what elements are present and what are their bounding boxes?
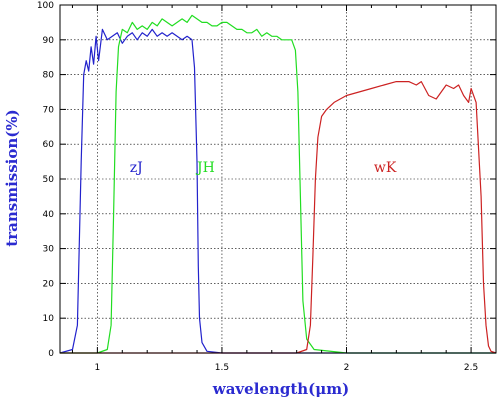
y-tick-label: 90: [43, 36, 55, 46]
y-tick-label: 0: [48, 349, 54, 359]
series-line-wk: [60, 80, 497, 354]
x-tick-label: 1: [95, 363, 101, 373]
y-tick-label: 70: [43, 105, 55, 115]
y-tick-label: 30: [43, 245, 55, 255]
x-tick-label: 2.5: [464, 363, 478, 373]
series-label-wk: wK: [374, 160, 397, 176]
series-layer: [59, 14, 497, 354]
series-label-layer: zJ JH wK: [130, 160, 397, 176]
tick-layer: 1 1.5 2 2.5 0 10 20 30 40 50 60 70 80 90 100: [37, 1, 497, 373]
series-line-jh: [60, 14, 496, 354]
y-tick-label: 10: [43, 314, 55, 324]
y-tick-label: 50: [43, 175, 55, 185]
x-axis-title: wavelength(μm): [212, 380, 349, 398]
series-label-jh: JH: [195, 160, 215, 176]
y-tick-label: 20: [43, 279, 55, 289]
x-tick-label: 1.5: [215, 363, 229, 373]
x-tick-label: 2: [344, 363, 350, 373]
y-axis-title: transmission(%): [3, 109, 21, 246]
y-tick-label: 100: [37, 1, 54, 11]
y-tick-label: 80: [43, 71, 55, 81]
y-tick-label: 60: [43, 140, 55, 150]
series-label-zj: zJ: [130, 160, 143, 176]
grid-layer: [60, 5, 496, 353]
series-line-zj: [59, 28, 496, 354]
y-tick-label: 40: [43, 210, 55, 220]
